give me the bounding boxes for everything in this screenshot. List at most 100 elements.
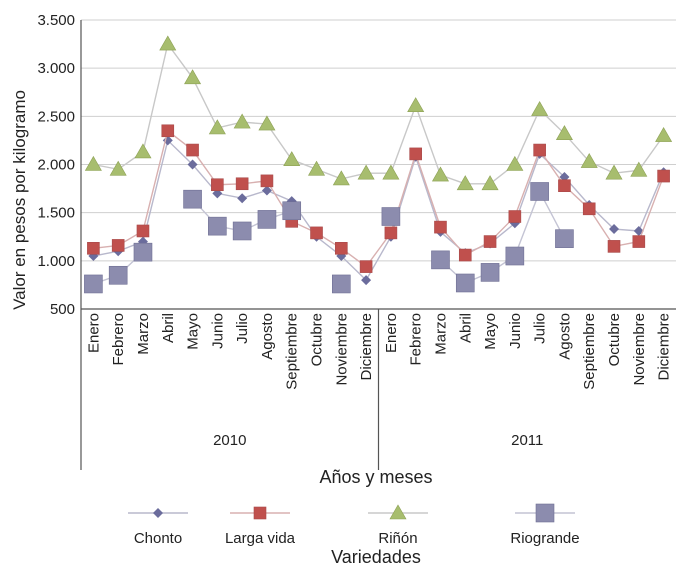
data-point: [431, 166, 449, 182]
y-tick-label: 1.000: [37, 253, 75, 270]
data-point: [458, 248, 472, 262]
x-tick-label: Abril: [457, 313, 474, 343]
y-tick-label: 500: [50, 301, 75, 318]
legend-title: Variedades: [331, 547, 421, 567]
data-point: [558, 179, 571, 192]
data-point: [655, 126, 673, 142]
data-point: [609, 224, 620, 235]
series-ri-n: [84, 35, 673, 191]
x-tick-label: Septiembre: [581, 313, 598, 390]
series-chonto: [88, 135, 669, 286]
y-tick-label: 3.000: [37, 60, 75, 77]
data-point: [283, 151, 301, 166]
year-label: 2010: [213, 432, 246, 449]
y-axis-label: Valor en pesos por kilogramo: [10, 90, 29, 310]
x-tick-label: Octubre: [606, 313, 623, 366]
data-point: [260, 174, 274, 188]
legend-marker: [535, 503, 555, 523]
y-tick-label: 2.000: [37, 157, 75, 174]
x-tick-label: Marzo: [135, 313, 152, 355]
data-point: [361, 275, 372, 286]
series-line: [93, 139, 665, 282]
data-point: [357, 164, 375, 180]
data-point: [208, 119, 226, 135]
data-point: [233, 113, 251, 129]
x-tick-label: Agosto: [556, 313, 573, 360]
data-point: [508, 210, 522, 223]
x-tick-label: Septiembre: [284, 313, 301, 390]
data-point: [235, 177, 249, 191]
x-tick-label: Mayo: [185, 313, 202, 350]
series-line: [93, 42, 665, 185]
series-group: [84, 35, 673, 294]
data-point: [211, 178, 224, 192]
x-tick-label: Abril: [160, 313, 177, 343]
data-point: [208, 216, 227, 236]
year-labels: 2010 2011: [213, 432, 543, 449]
data-point: [605, 164, 623, 180]
grid-lines: [81, 19, 676, 310]
x-tick-label: Mayo: [482, 313, 499, 350]
year-label: 2011: [511, 432, 543, 449]
data-point: [258, 115, 276, 131]
x-tick-label: Noviembre: [631, 313, 648, 386]
data-point: [332, 170, 350, 186]
data-point: [136, 224, 150, 238]
x-tick-label: Febrero: [408, 313, 425, 366]
data-point: [382, 164, 400, 180]
legend-marker: [153, 508, 163, 518]
data-point: [384, 226, 398, 240]
data-point: [257, 210, 277, 229]
data-point: [481, 175, 499, 191]
data-point: [261, 185, 272, 196]
data-point: [505, 246, 525, 266]
series-riogrande: [84, 182, 574, 294]
data-point: [184, 69, 202, 85]
data-point: [434, 220, 447, 234]
data-point: [431, 250, 450, 270]
data-point: [580, 153, 598, 168]
y-tick-label: 1.500: [37, 205, 75, 222]
data-point: [630, 161, 648, 177]
data-point: [480, 263, 500, 282]
x-tick-label: Diciembre: [358, 313, 375, 381]
data-point: [607, 240, 621, 253]
legend-marker: [253, 506, 267, 520]
data-point: [332, 274, 351, 294]
data-point: [186, 143, 199, 157]
y-tick-labels: 500 1.000 1.500 2.000 2.500 3.000 3.500: [37, 12, 75, 318]
x-tick-label: Octubre: [309, 313, 326, 366]
x-axis-label: Años y meses: [319, 467, 432, 487]
data-point: [133, 242, 153, 262]
data-point: [409, 147, 422, 161]
data-point: [381, 207, 401, 226]
y-tick-label: 3.500: [37, 12, 75, 29]
data-point: [159, 35, 177, 51]
data-point: [506, 155, 524, 171]
data-point: [84, 274, 103, 294]
data-point: [483, 235, 497, 248]
data-point: [84, 155, 102, 171]
data-point: [109, 160, 127, 176]
data-point: [187, 159, 198, 170]
data-point: [282, 201, 302, 221]
legend-label: Chonto: [134, 530, 182, 547]
x-tick-label: Julio: [234, 313, 251, 344]
x-tick-label: Diciembre: [656, 313, 673, 381]
data-point: [310, 226, 323, 240]
data-point: [632, 235, 646, 248]
data-point: [232, 221, 252, 241]
legend: Chonto Larga vida Riñón Riogrande: [128, 503, 580, 547]
axes: [80, 20, 676, 470]
x-tick-label: Febrero: [110, 313, 127, 366]
data-point: [555, 229, 574, 248]
data-point: [657, 169, 670, 183]
x-tick-label: Marzo: [432, 313, 449, 355]
x-tick-label: Junio: [209, 313, 226, 349]
legend-label: Larga vida: [225, 530, 296, 547]
data-point: [456, 175, 474, 191]
x-tick-labels: Enero Febrero Marzo Abril Mayo Junio Julio Agos…: [85, 313, 672, 390]
data-point: [533, 143, 546, 157]
data-point: [335, 242, 348, 255]
